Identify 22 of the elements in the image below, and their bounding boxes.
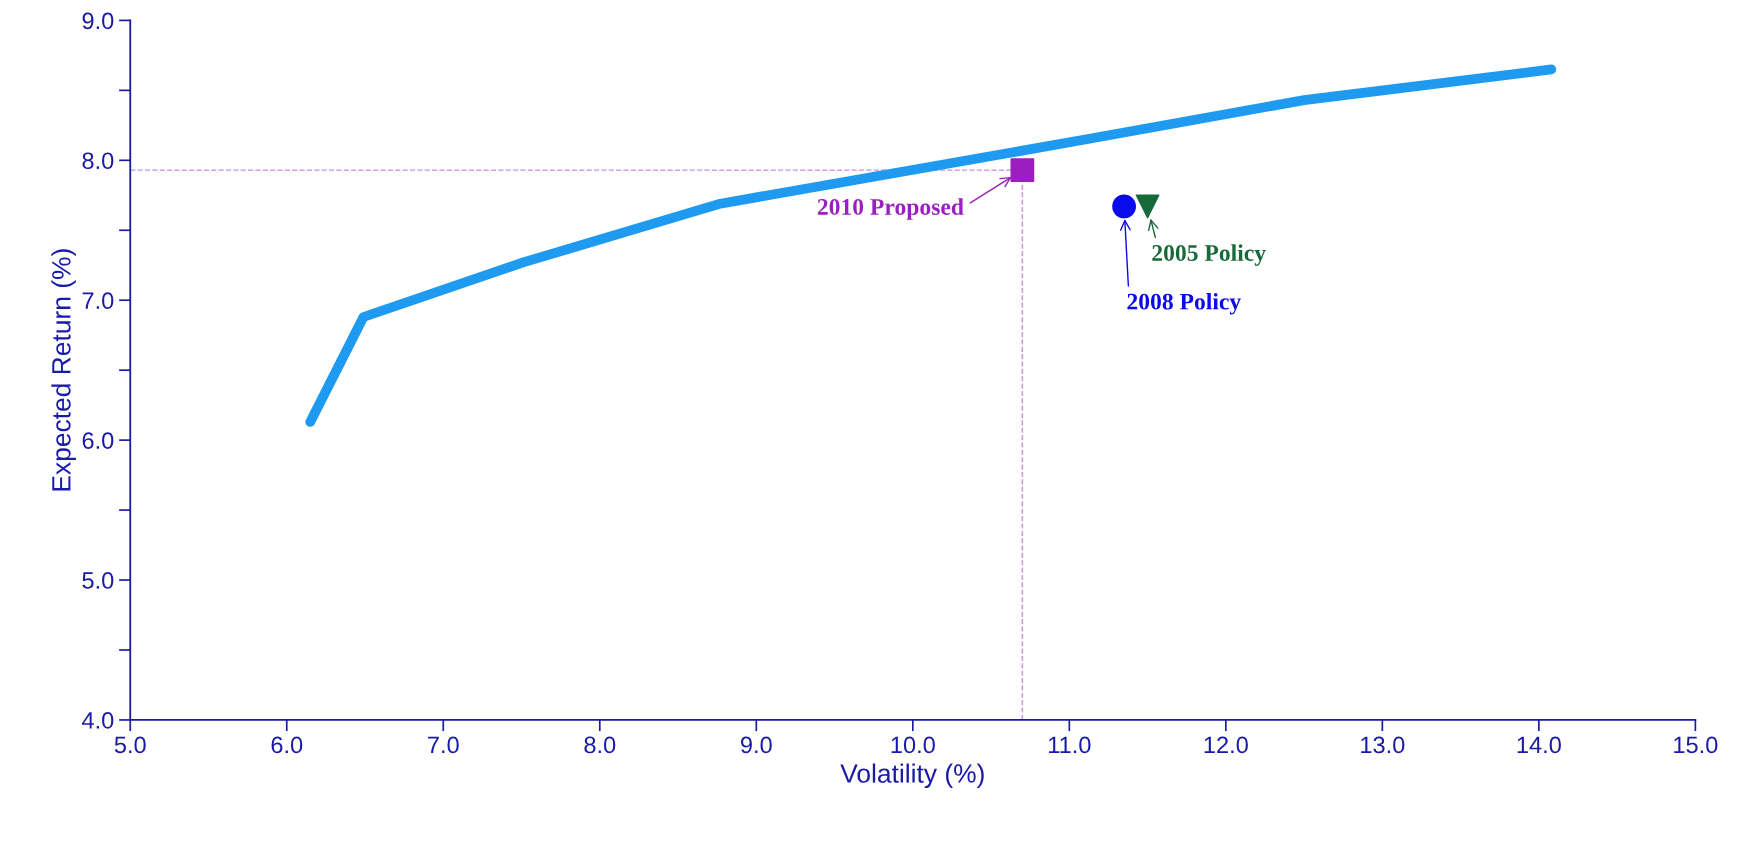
x-tick-label: 9.0 <box>740 736 772 754</box>
y-tick-label: 6.0 <box>82 432 114 449</box>
y-tick-label: 8.0 <box>82 152 114 170</box>
text: 2008 Policy <box>1127 292 1241 315</box>
x-tick-label: 6.0 <box>271 736 303 754</box>
x-tick-label: 11.0 <box>1049 736 1091 754</box>
x-tick-label: 5.0 <box>114 736 146 754</box>
x-tick-label: 12.0 <box>1204 736 1248 754</box>
y-tick-label: 4.0 <box>82 712 114 729</box>
y-axis-title: Expected Return (%) <box>51 249 76 491</box>
x-tick-label: 10.0 <box>891 736 935 754</box>
x-tick-label: 7.0 <box>428 736 459 754</box>
legend-label: 2005 Policy <box>1152 244 1266 266</box>
y-tick-label: 9.0 <box>82 12 114 30</box>
x-tick-label: 8.0 <box>584 736 616 754</box>
x-tick-label: 14.0 <box>1517 736 1561 754</box>
y-tick-label: 7.0 <box>82 292 114 310</box>
text: 2010 Proposed <box>817 198 964 220</box>
y-tick-label: 5.0 <box>82 572 114 589</box>
x-tick-label: 15.0 <box>1674 736 1718 754</box>
x-axis-title: Volatility (%) <box>840 763 984 789</box>
x-tick-label: 13.0 <box>1361 736 1405 754</box>
